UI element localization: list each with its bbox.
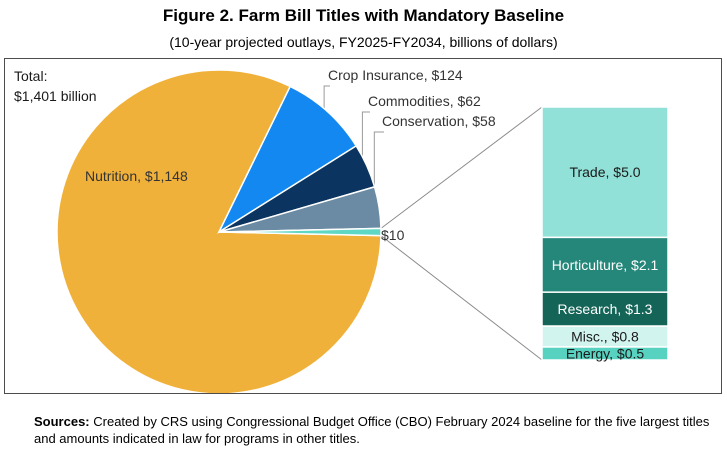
pie-label-nutrition: Nutrition, $1,148 (85, 168, 188, 184)
bar-segment-trade (541, 106, 669, 239)
bar-segment-energy (541, 346, 669, 361)
data-labels: Trade, $5.0 Horticulture, $2.1 Research, $… (85, 67, 659, 361)
leader-line-commodities (361, 111, 370, 168)
total-label: Total: (14, 68, 47, 84)
connector-lines (323, 85, 543, 361)
bar-label-trade: Trade, $5.0 (569, 164, 640, 180)
sources-note: Sources: Created by CRS using Congressio… (34, 413, 724, 447)
sources-label: Sources: (34, 414, 90, 429)
bar-segment-research (541, 291, 669, 327)
bar-label-energy: Energy, $0.5 (566, 345, 645, 361)
connector-line-top (380, 106, 543, 229)
chart-title: Figure 2. Farm Bill Titles with Mandator… (162, 6, 565, 25)
bar-label-horticulture: Horticulture, $2.1 (552, 257, 659, 273)
leader-line-crop-insurance (323, 85, 330, 116)
bar-segment-horticulture (541, 236, 669, 293)
bar-label-misc: Misc., $0.8 (571, 329, 639, 345)
chart-subtitle: (10-year projected outlays, FY2025-FY203… (169, 34, 558, 50)
chart-frame: Trade, $5.0 Horticulture, $2.1 Research, $… (4, 58, 722, 394)
pie-slice-other (218, 227, 382, 237)
bar-label-research: Research, $1.3 (558, 301, 653, 317)
pie-label-other: $10 (381, 227, 405, 243)
pie-slice-crop-insurance (217, 85, 358, 235)
stacked-bar (541, 106, 669, 361)
total-value: $1,401 billion (14, 88, 97, 104)
sources-text: Created by CRS using Congressional Budge… (34, 414, 710, 446)
connector-line-bottom (380, 235, 543, 361)
bar-of-pie-chart: Trade, $5.0 Horticulture, $2.1 Research, $… (14, 67, 669, 393)
pie-label-conservation: Conservation, $58 (382, 113, 496, 129)
pie-label-crop-insurance: Crop Insurance, $124 (328, 67, 463, 83)
pie-label-commodities: Commodities, $62 (368, 93, 481, 109)
pie (56, 69, 382, 393)
leader-line-conservation (373, 131, 384, 209)
